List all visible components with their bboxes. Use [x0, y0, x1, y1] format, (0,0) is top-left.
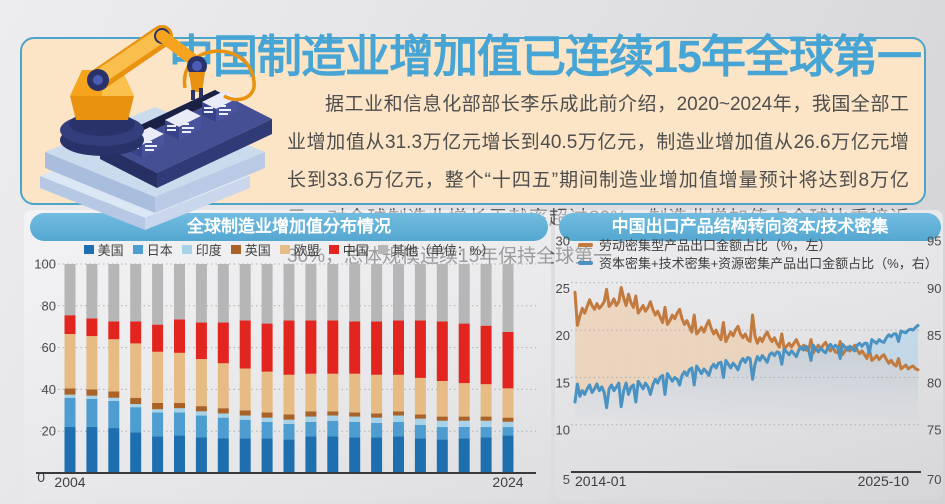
legend-item: 美国 — [83, 240, 124, 259]
svg-text:60: 60 — [42, 340, 56, 355]
export-structure-line-chart: 5 70 10 75 15 80 20 85 25 90 30 95 2014-01 2025-10 — [556, 234, 942, 490]
legend-swatch — [279, 244, 290, 254]
legend-item: 资本密集+技术密集+资源密集产品出口金额占比（%，右） — [578, 255, 938, 273]
svg-text:10: 10 — [556, 423, 570, 438]
legend-item: 中国 — [328, 240, 369, 259]
global-manufacturing-share-bar-chart: 20 40 60 80 100 0 2004 2024 — [34, 257, 536, 490]
svg-text:20: 20 — [556, 328, 570, 343]
svg-text:5: 5 — [563, 472, 570, 487]
svg-text:25: 25 — [556, 281, 570, 296]
bar-chart-legend: 美国 日本 印度 英国 欧盟 中国 其他（单位：%） — [30, 240, 548, 259]
svg-text:80: 80 — [927, 375, 941, 390]
svg-text:90: 90 — [927, 281, 941, 296]
legend-swatch — [83, 244, 94, 254]
page-title: 中国制造业增加值已连续15年全球第一 — [168, 31, 922, 82]
hero-paragraph: 据工业和信息化部部长李乐成此前介绍，2020~2024年，我国全部工业增加值从3… — [287, 94, 909, 267]
legend-item: 劳动密集型产品出口金额占比（%，左） — [578, 237, 908, 255]
svg-text:40: 40 — [42, 382, 56, 397]
legend-item: 印度 — [181, 240, 222, 259]
svg-text:2014-01: 2014-01 — [575, 473, 627, 489]
svg-text:95: 95 — [927, 234, 941, 249]
svg-text:0: 0 — [37, 469, 45, 485]
svg-text:2024: 2024 — [492, 474, 523, 490]
legend-swatch — [181, 244, 192, 254]
svg-text:75: 75 — [927, 423, 941, 438]
legend-swatch — [132, 244, 143, 254]
svg-text:15: 15 — [556, 375, 570, 390]
legend-item: 日本 — [132, 240, 173, 259]
legend-item: 英国 — [230, 240, 271, 259]
legend-item: 其他（单位：%） — [377, 240, 494, 259]
legend-line-swatch — [578, 243, 593, 247]
svg-text:20: 20 — [42, 424, 56, 439]
right-chart-title: 中国出口产品结构转向资本/技术密集 — [559, 213, 941, 241]
robot-arm-illustration — [40, 25, 272, 230]
svg-text:85: 85 — [927, 328, 941, 343]
legend-swatch — [377, 244, 388, 254]
legend-swatch — [230, 244, 241, 254]
svg-text:100: 100 — [34, 257, 56, 272]
svg-text:2004: 2004 — [54, 474, 85, 490]
svg-text:30: 30 — [556, 234, 570, 249]
svg-text:2025-10: 2025-10 — [858, 473, 910, 489]
line-chart-legend: 劳动密集型产品出口金额占比（%，左） 资本密集+技术密集+资源密集产品出口金额占比… — [578, 237, 938, 273]
legend-line-swatch — [578, 261, 593, 265]
svg-text:70: 70 — [927, 472, 941, 487]
legend-swatch — [328, 244, 339, 254]
svg-text:80: 80 — [42, 298, 56, 313]
legend-item: 欧盟 — [279, 240, 320, 259]
